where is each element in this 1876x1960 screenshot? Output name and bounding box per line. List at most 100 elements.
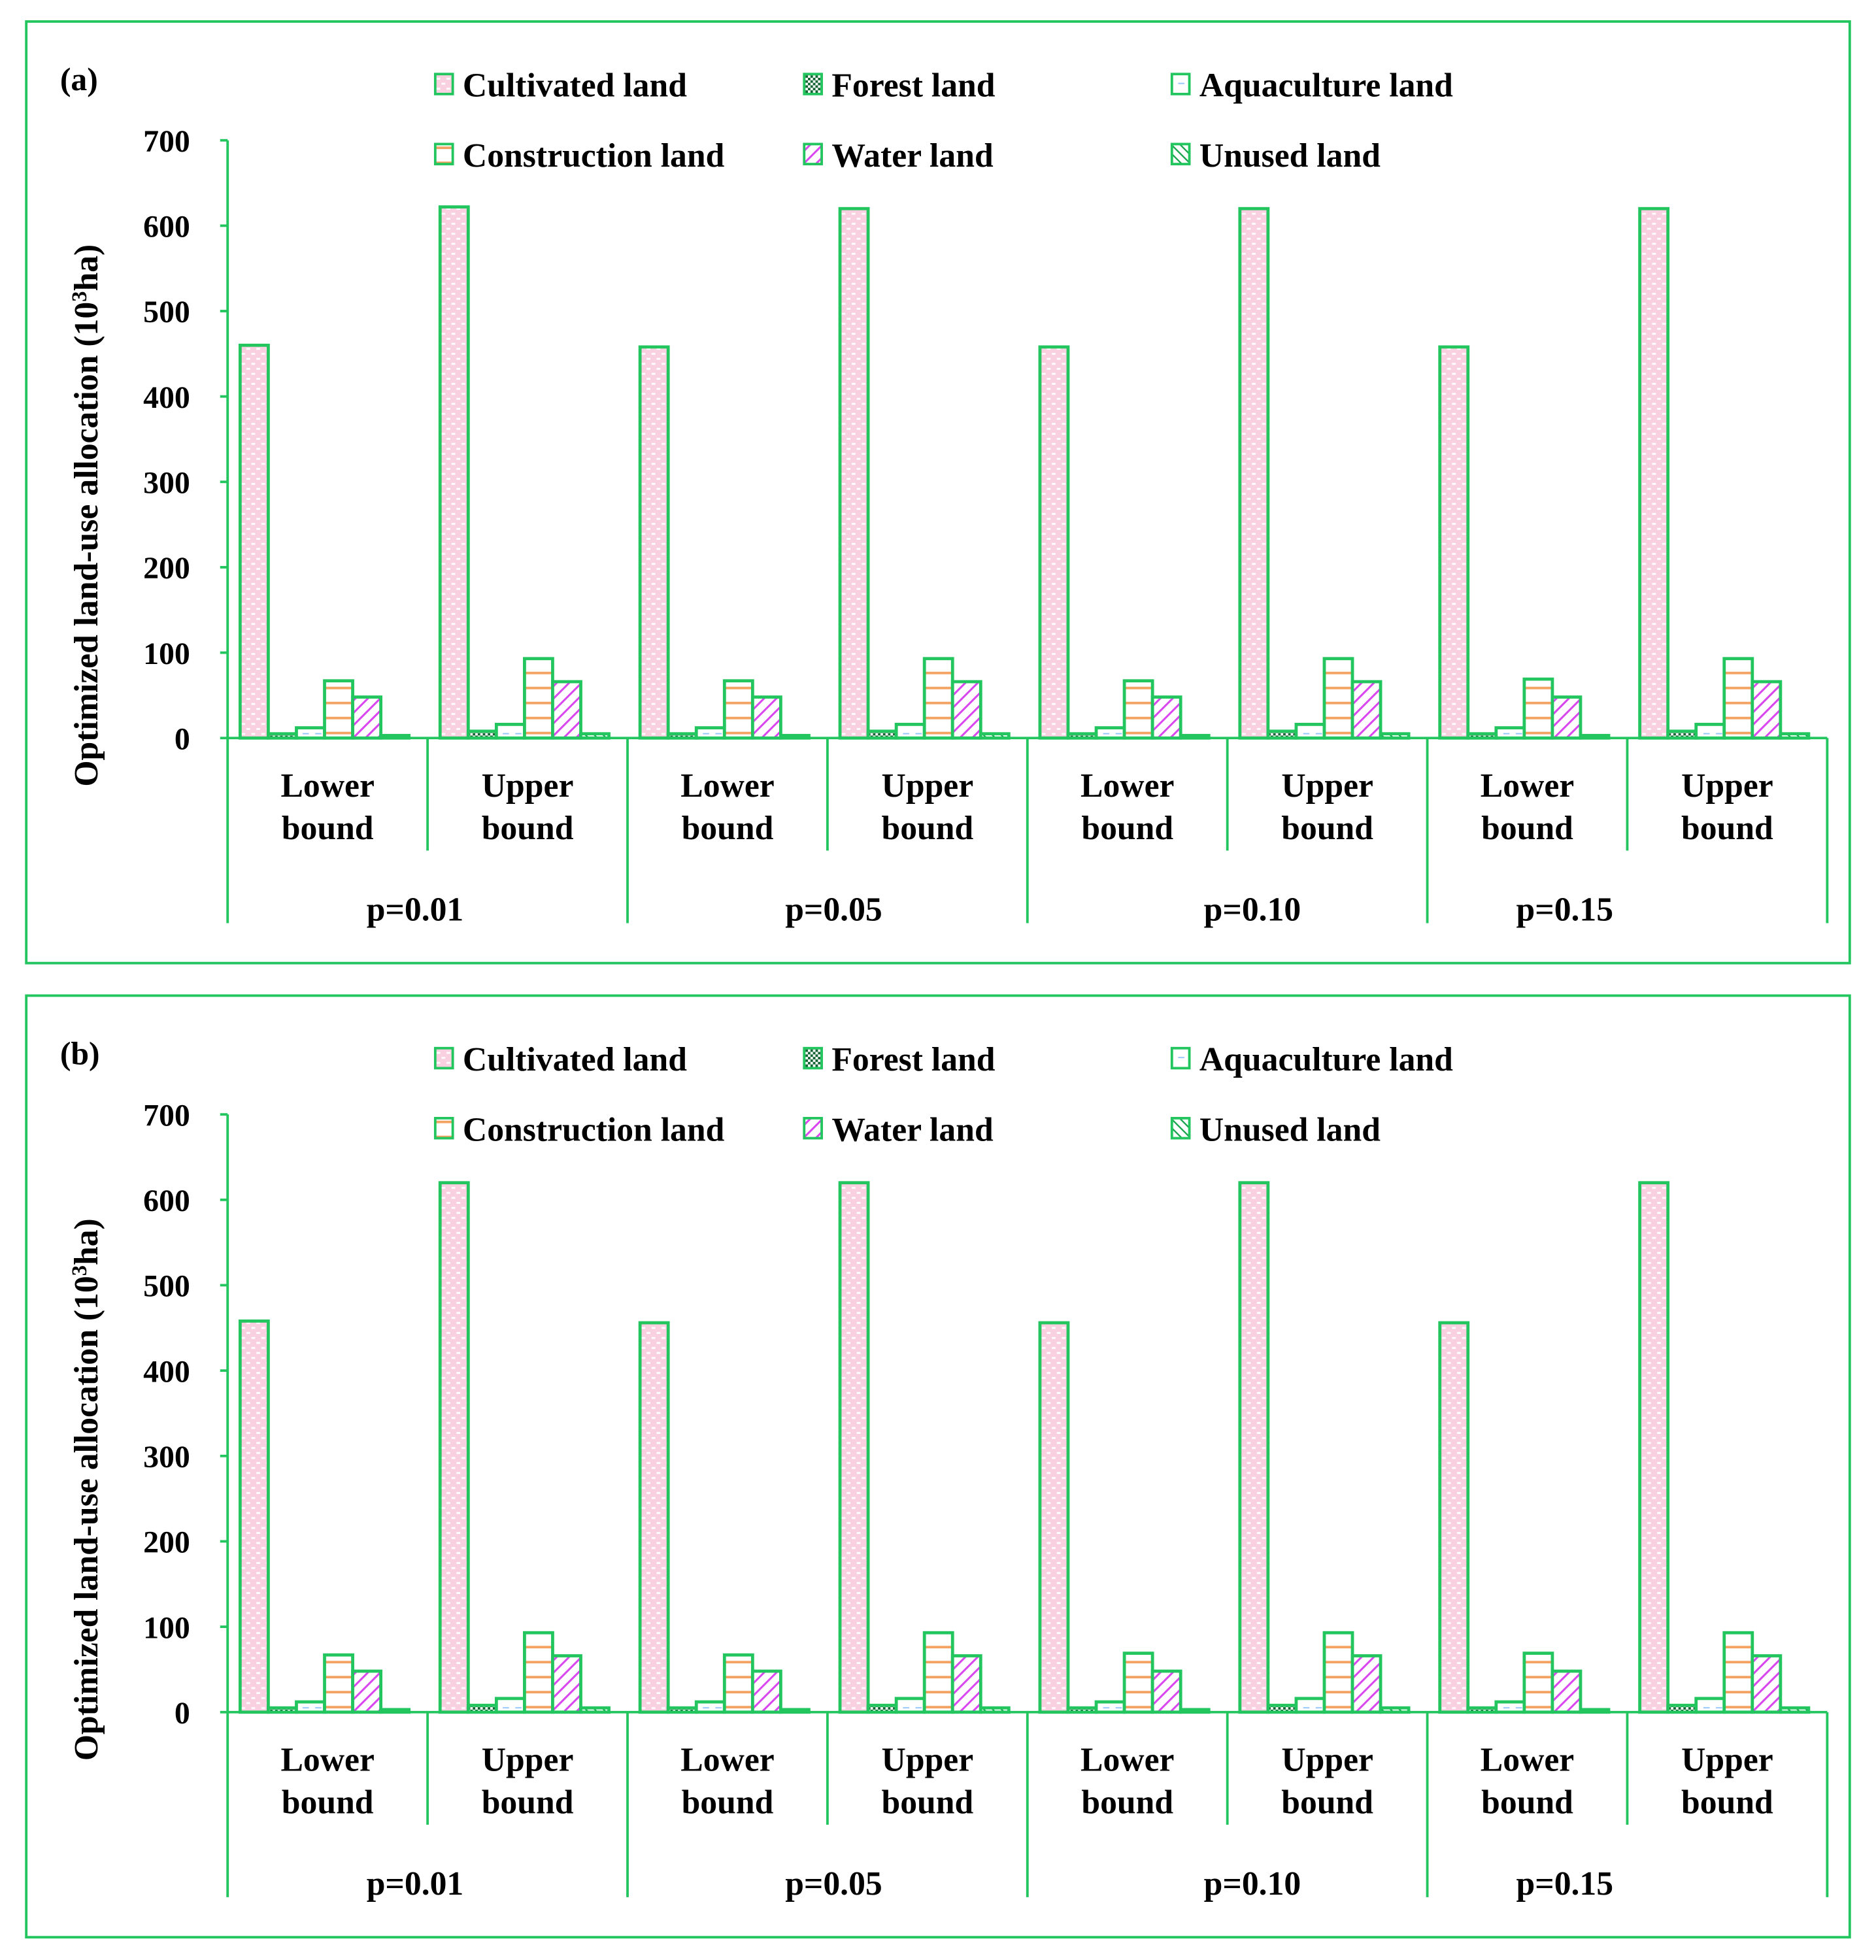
bar-unused-land (1179, 733, 1211, 740)
y-axis-label: Optimized land-use allocation (103ha) (68, 244, 105, 787)
chart-panel-a: (a) Optimized land-use allocation (103ha)… (25, 20, 1851, 965)
y-tick-label: 100 (143, 637, 190, 671)
x-subcategory-label-line1: Lower (680, 1742, 774, 1779)
chart-panel-b: (b) Optimized land-use allocation (103ha)… (25, 994, 1851, 1939)
bar-unused-land (1179, 1708, 1211, 1714)
bar-aquaculture-land (1294, 1697, 1326, 1714)
legend-item: Construction land (433, 137, 725, 174)
bar-cultivated-land (438, 205, 470, 740)
y-tick-label: 300 (143, 466, 190, 501)
x-subcategory-label-line1: Upper (1681, 767, 1773, 805)
group-label: p=0.01 (367, 1865, 464, 1902)
group-label: p=0.15 (1516, 1865, 1614, 1902)
bar-aquaculture-land (1094, 726, 1126, 740)
x-subcategory-label-line1: Lower (280, 1742, 374, 1779)
bar-water-land (750, 1669, 782, 1714)
bar-forest-land (466, 1703, 498, 1714)
legend-item: Construction land (433, 1111, 725, 1148)
bar-cultivated-land (838, 207, 870, 740)
bar-unused-land (979, 1706, 1011, 1714)
bar-construction-land (1322, 1631, 1354, 1714)
bar-cultivated-land (1238, 1181, 1270, 1714)
bar-aquaculture-land (1494, 726, 1526, 740)
bar-unused-land (1579, 733, 1611, 740)
x-subcategory-label-line2: bound (682, 810, 774, 847)
x-subcategory-label-line2: bound (1081, 1784, 1173, 1821)
bar-construction-land (1722, 657, 1754, 740)
legend-item: Water land (803, 1111, 994, 1148)
bar-construction-land (523, 1631, 554, 1714)
legend-item: Forest land (803, 67, 996, 105)
bar-construction-land (922, 657, 954, 740)
x-subcategory-label-line1: Upper (1281, 1742, 1373, 1779)
legend-label: Cultivated land (463, 1041, 687, 1078)
x-subcategory-label-line1: Lower (680, 767, 774, 805)
x-subcategory-label-line1: Upper (882, 767, 974, 805)
bar-unused-land (1579, 1708, 1611, 1714)
bar-unused-land (979, 732, 1011, 740)
legend-label: Unused land (1199, 1111, 1381, 1148)
x-subcategory-label-line2: bound (282, 810, 374, 847)
legend-item: Unused land (1170, 137, 1381, 174)
bar-aquaculture-land (694, 726, 726, 740)
bar-construction-land (1522, 677, 1554, 740)
bar-forest-land (1066, 732, 1098, 740)
y-axis-label-part: Optimized land-use allocation (10 (68, 1276, 105, 1761)
y-tick-label: 500 (143, 295, 190, 329)
legend-label: Forest land (831, 1041, 995, 1078)
bar-water-land (1550, 695, 1583, 740)
x-subcategory-label-line2: bound (482, 810, 574, 847)
x-subcategory-label-line1: Upper (1681, 1742, 1773, 1779)
y-tick-label: 100 (143, 1610, 190, 1645)
y-tick-label: 400 (143, 1354, 190, 1389)
bar-water-land (1550, 1669, 1583, 1714)
bar-construction-land (722, 1653, 754, 1714)
bar-cultivated-land (1038, 345, 1070, 740)
bar-water-land (1750, 1654, 1783, 1714)
y-axis-label-part: Optimized land-use allocation (10 (68, 302, 105, 787)
bar-unused-land (1379, 1706, 1411, 1714)
bar-cultivated-land (238, 343, 270, 740)
group-label: p=0.01 (367, 891, 464, 929)
group-label: p=0.05 (785, 1865, 882, 1902)
bar-cultivated-land (838, 1181, 870, 1714)
x-subcategory-label-line2: bound (282, 1784, 374, 1821)
bar-water-land (950, 680, 982, 740)
bar-forest-land (466, 729, 498, 740)
bar-cultivated-land (638, 1321, 670, 1714)
bar-water-land (351, 695, 383, 740)
legend-swatch (433, 1046, 454, 1070)
x-subcategory-label-line2: bound (1481, 1784, 1573, 1821)
y-axis-label-superscript: 3 (68, 291, 92, 302)
legend-item: Aquaculture land (1170, 1041, 1453, 1078)
group-label: p=0.15 (1516, 891, 1614, 929)
panel-frame (25, 994, 1851, 1939)
bar-construction-land (1322, 657, 1354, 740)
legend-label: Unused land (1199, 137, 1381, 174)
x-subcategory-label-line2: bound (682, 1784, 774, 1821)
bar-cultivated-land (1438, 345, 1470, 740)
bar-water-land (551, 1654, 582, 1714)
legend-swatch (803, 1117, 823, 1140)
bar-unused-land (1779, 732, 1811, 740)
bar-construction-land (722, 679, 754, 740)
bar-construction-land (1122, 679, 1154, 740)
x-subcategory-label-line2: bound (1481, 810, 1573, 847)
x-subcategory-label-line2: bound (1281, 810, 1373, 847)
bar-aquaculture-land (295, 726, 326, 740)
y-tick-label: 0 (175, 722, 190, 756)
bar-cultivated-land (1238, 207, 1270, 740)
x-subcategory-label-line1: Lower (280, 767, 374, 805)
legend-item: Cultivated land (433, 1041, 687, 1078)
bar-water-land (1750, 680, 1783, 740)
legend-swatch (1170, 1117, 1191, 1140)
legend-item: Cultivated land (433, 67, 687, 105)
legend-swatch (803, 1046, 823, 1070)
bar-aquaculture-land (1694, 722, 1726, 740)
bar-forest-land (267, 1706, 298, 1714)
bar-unused-land (379, 1708, 411, 1714)
bar-aquaculture-land (1294, 722, 1326, 740)
y-axis-label-superscript: 3 (68, 1265, 92, 1276)
legend-swatch (1170, 1046, 1191, 1070)
bar-construction-land (323, 679, 354, 740)
